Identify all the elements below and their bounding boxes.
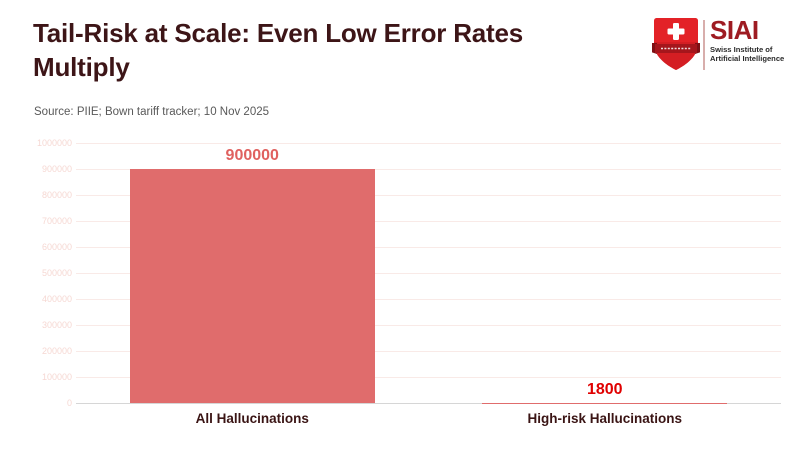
y-tick-label: 800000: [41, 189, 72, 200]
source-note: Source: PIIE; Bown tariff tracker; 10 No…: [34, 106, 270, 118]
logo-divider: [703, 20, 705, 70]
y-tick-label: 100000: [41, 371, 72, 382]
y-tick-label: 500000: [41, 267, 72, 278]
y-tick-label: 600000: [41, 241, 72, 252]
bar-chart-plot-area: 900000 1800: [76, 143, 781, 404]
gridline: [76, 195, 781, 196]
gridline: [76, 221, 781, 222]
y-tick-label: 400000: [41, 293, 72, 304]
y-tick-label: 200000: [41, 345, 72, 356]
x-axis: All Hallucinations High-risk Hallucinatio…: [76, 411, 781, 435]
y-tick-label: 1000000: [36, 137, 72, 148]
bar: [129, 169, 375, 403]
x-category-label: All Hallucinations: [195, 411, 309, 426]
gridline: [76, 169, 781, 170]
bar-value-label: 900000: [225, 147, 279, 164]
x-axis-baseline: [76, 403, 781, 404]
logo-subtitle-line2: Artificial Intelligence: [710, 54, 785, 64]
x-category-label: High-risk Hallucinations: [527, 411, 683, 426]
logo-subtitle-line1: Swiss Institute of: [710, 44, 773, 54]
y-axis: 0 100000 200000 300000 400000 500000 600000 700…: [0, 138, 72, 408]
gridline: [76, 247, 781, 248]
siai-logo: SIAI Swiss Institute of Artificial Intel…: [650, 14, 790, 74]
gridline: [76, 325, 781, 326]
swiss-shield-icon: [652, 18, 700, 70]
y-tick-label: 300000: [41, 319, 72, 330]
logo-text: SIAI Swiss Institute of Artificial Intel…: [710, 16, 784, 64]
logo-name: SIAI: [710, 15, 759, 45]
y-tick-label: 0: [66, 397, 72, 408]
gridline: [76, 273, 781, 274]
bar-value-label: 1800: [586, 380, 623, 398]
gridline: [76, 351, 781, 352]
y-tick-label: 700000: [41, 215, 72, 226]
gridline: [76, 143, 781, 144]
page-title: Tail-Risk at Scale: Even Low Error Rates…: [33, 18, 524, 83]
gridline: [76, 299, 781, 300]
y-tick-label: 900000: [41, 163, 72, 174]
gridline: [76, 377, 781, 378]
